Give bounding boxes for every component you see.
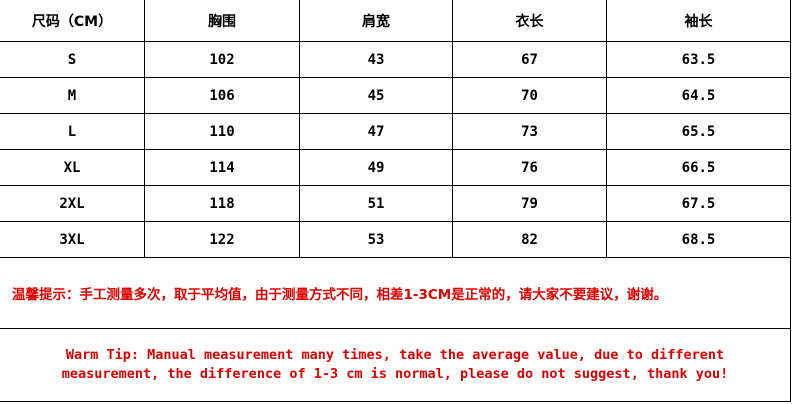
tip-chinese: 温馨提示：手工测量多次，取于平均值，由于测量方式不同，相差1-3CM是正常的，请… <box>0 257 791 329</box>
header-sleeve: 袖长 <box>606 0 791 42</box>
table-cell: 118 <box>144 185 300 222</box>
table-cell: 122 <box>144 221 300 258</box>
table-cell: 45 <box>299 77 453 114</box>
table-cell: 64.5 <box>606 77 791 114</box>
table-cell: 73 <box>452 113 607 150</box>
table-cell: 76 <box>452 149 607 186</box>
table-cell: 79 <box>452 185 607 222</box>
header-shoulder: 肩宽 <box>299 0 453 42</box>
table-cell: 110 <box>144 113 300 150</box>
table-row: L 110 47 73 65.5 <box>0 113 791 150</box>
table-row: XL 114 49 76 66.5 <box>0 149 791 186</box>
table-cell: 65.5 <box>606 113 791 150</box>
table-cell: 2XL <box>0 185 145 222</box>
table-cell: 70 <box>452 77 607 114</box>
header-size: 尺码（CM） <box>0 0 145 42</box>
table-cell: 3XL <box>0 221 145 258</box>
header-row: 尺码（CM） 胸围 肩宽 衣长 袖长 <box>0 0 791 42</box>
table-cell: 106 <box>144 77 300 114</box>
table-cell: 82 <box>452 221 607 258</box>
table-row: 2XL 118 51 79 67.5 <box>0 185 791 222</box>
table-cell: 114 <box>144 149 300 186</box>
table-cell: XL <box>0 149 145 186</box>
table-row: S 102 43 67 63.5 <box>0 41 791 78</box>
table-row: M 106 45 70 64.5 <box>0 77 791 114</box>
table-row: 3XL 122 53 82 68.5 <box>0 221 791 258</box>
table-cell: L <box>0 113 145 150</box>
table-cell: 66.5 <box>606 149 791 186</box>
table-cell: 47 <box>299 113 453 150</box>
table-cell: 53 <box>299 221 453 258</box>
table-cell: 102 <box>144 41 300 78</box>
table-cell: 63.5 <box>606 41 791 78</box>
header-chest: 胸围 <box>144 0 300 42</box>
tip-english: Warm Tip: Manual measurement many times,… <box>0 328 791 402</box>
table-cell: 43 <box>299 41 453 78</box>
table-cell: S <box>0 41 145 78</box>
table-cell: 67.5 <box>606 185 791 222</box>
table-cell: 68.5 <box>606 221 791 258</box>
table-cell: 51 <box>299 185 453 222</box>
header-length: 衣长 <box>452 0 607 42</box>
table-cell: M <box>0 77 145 114</box>
table-cell: 67 <box>452 41 607 78</box>
table-cell: 49 <box>299 149 453 186</box>
